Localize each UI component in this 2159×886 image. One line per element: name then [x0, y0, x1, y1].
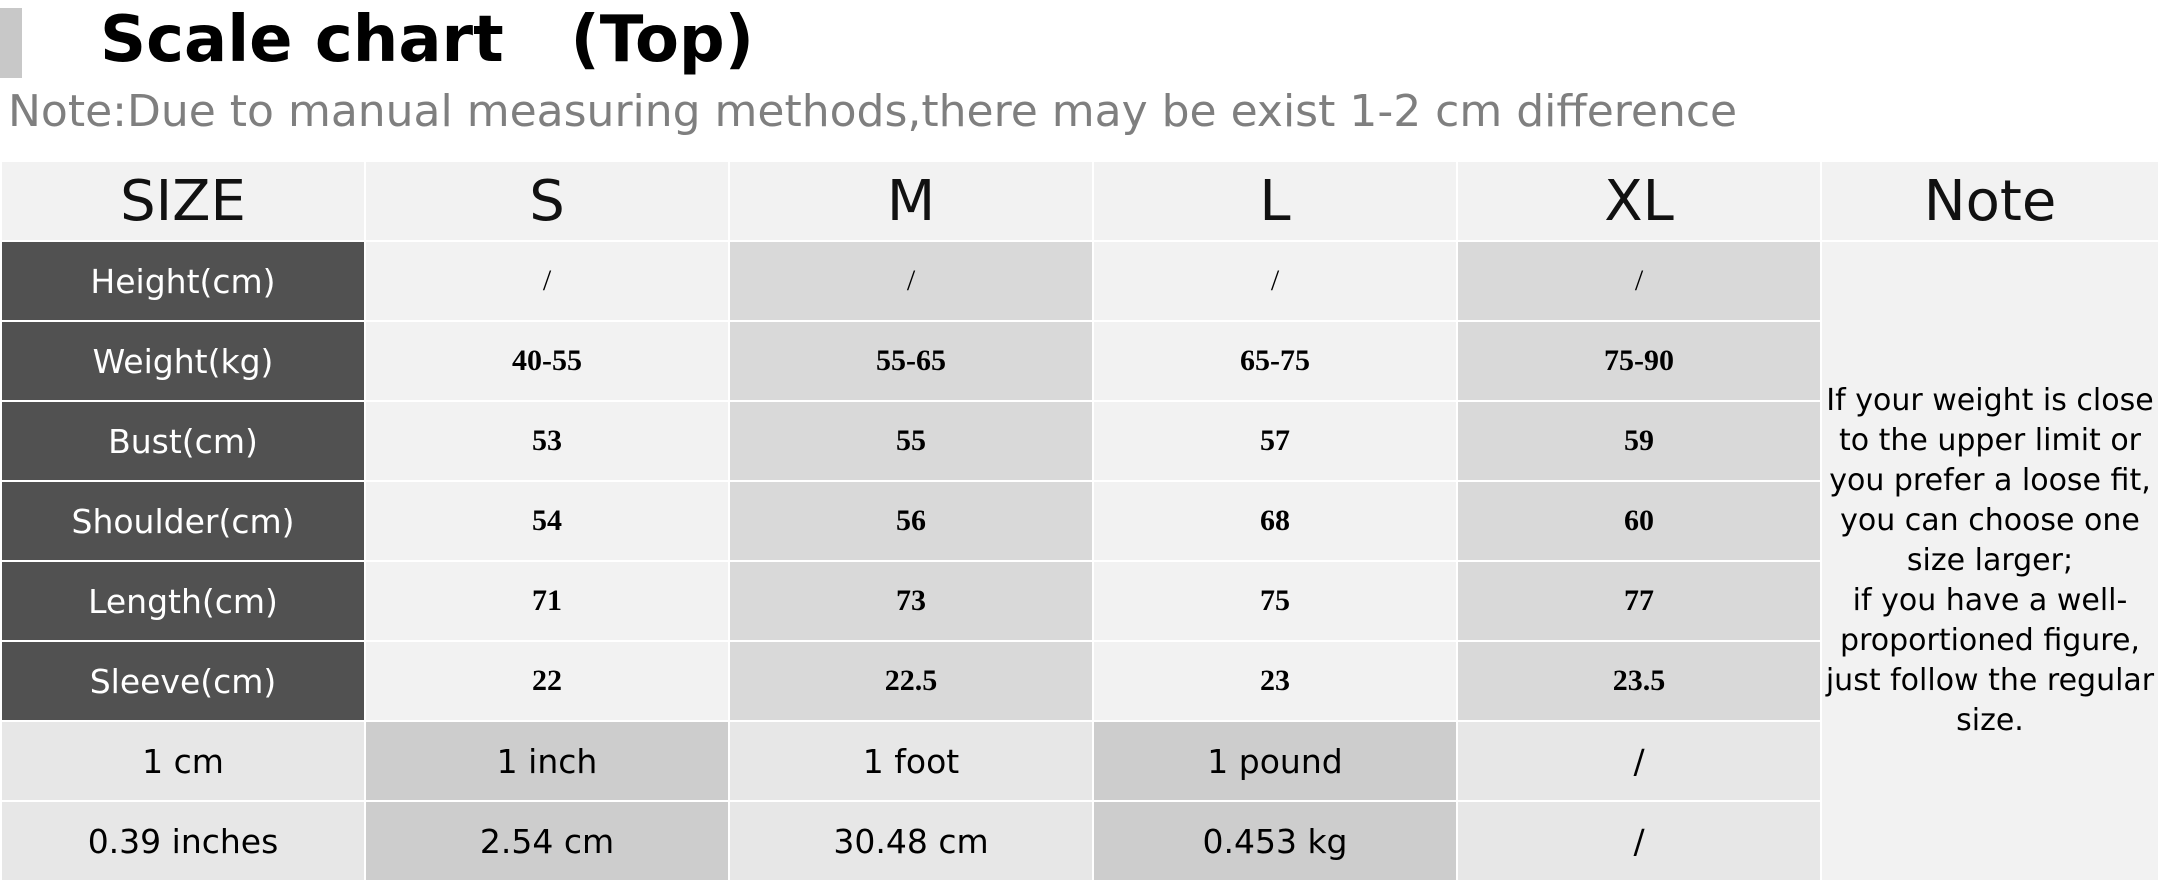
size-chart-table: SIZE S M L XL Note Height(cm) / / / / If…	[0, 160, 2159, 882]
cell-weight-xl: 75-90	[1456, 320, 1822, 402]
table-row: Weight(kg) 40-55 55-65 65-75 75-90	[0, 320, 2159, 402]
conversion-row-units: 1 cm 1 inch 1 foot 1 pound /	[0, 720, 2159, 802]
conv-cell: 30.48 cm	[728, 800, 1094, 882]
cell-sleeve-xl: 23.5	[1456, 640, 1822, 722]
cell-height-m: /	[728, 240, 1094, 322]
conv-cell: 0.39 inches	[0, 800, 366, 882]
conv-cell: 1 inch	[364, 720, 730, 802]
cell-bust-xl: 59	[1456, 400, 1822, 482]
cell-shoulder-m: 56	[728, 480, 1094, 562]
cell-length-s: 71	[364, 560, 730, 642]
cell-weight-l: 65-75	[1092, 320, 1458, 402]
cell-bust-m: 55	[728, 400, 1094, 482]
note-line: size larger;	[1906, 543, 2074, 578]
row-label-shoulder: Shoulder(cm)	[0, 480, 366, 562]
cell-weight-s: 40-55	[364, 320, 730, 402]
title-accent-bar	[0, 8, 22, 78]
cell-length-m: 73	[728, 560, 1094, 642]
row-label-weight: Weight(kg)	[0, 320, 366, 402]
cell-sleeve-m: 22.5	[728, 640, 1094, 722]
note-line: size.	[1956, 703, 2024, 738]
cell-sleeve-s: 22	[364, 640, 730, 722]
measurement-note: Note:Due to manual measuring methods,the…	[8, 86, 1738, 137]
note-line: just follow the regular	[1825, 663, 2155, 698]
note-cell: If your weight is close to the upper lim…	[1820, 240, 2159, 882]
conv-cell: 1 foot	[728, 720, 1094, 802]
note-line: proportioned figure,	[1840, 623, 2140, 658]
table-row: Bust(cm) 53 55 57 59	[0, 400, 2159, 482]
note-line: if you have a well-	[1852, 583, 2128, 618]
cell-height-s: /	[364, 240, 730, 322]
row-label-bust: Bust(cm)	[0, 400, 366, 482]
cell-length-xl: 77	[1456, 560, 1822, 642]
conv-cell: 0.453 kg	[1092, 800, 1458, 882]
cell-shoulder-l: 68	[1092, 480, 1458, 562]
header-xl: XL	[1456, 160, 1822, 242]
header-m: M	[728, 160, 1094, 242]
cell-bust-s: 53	[364, 400, 730, 482]
table-row: Length(cm) 71 73 75 77	[0, 560, 2159, 642]
table-header-row: SIZE S M L XL Note	[0, 160, 2159, 242]
table-row: Shoulder(cm) 54 56 68 60	[0, 480, 2159, 562]
cell-length-l: 75	[1092, 560, 1458, 642]
cell-weight-m: 55-65	[728, 320, 1094, 402]
cell-shoulder-s: 54	[364, 480, 730, 562]
conv-cell: 2.54 cm	[364, 800, 730, 882]
cell-height-l: /	[1092, 240, 1458, 322]
cell-sleeve-l: 23	[1092, 640, 1458, 722]
table-row: Height(cm) / / / / If your weight is clo…	[0, 240, 2159, 882]
header-size: SIZE	[0, 160, 366, 242]
page-title: Scale chart (Top)	[100, 3, 754, 77]
row-label-sleeve: Sleeve(cm)	[0, 640, 366, 722]
table-row: Sleeve(cm) 22 22.5 23 23.5	[0, 640, 2159, 722]
note-line: you can choose one	[1840, 503, 2140, 538]
conv-cell: 1 cm	[0, 720, 366, 802]
header-s: S	[364, 160, 730, 242]
row-label-length: Length(cm)	[0, 560, 366, 642]
cell-bust-l: 57	[1092, 400, 1458, 482]
cell-shoulder-xl: 60	[1456, 480, 1822, 562]
row-label-height: Height(cm)	[0, 240, 366, 322]
header-note: Note	[1820, 160, 2159, 242]
note-line: If your weight is close	[1826, 383, 2154, 418]
conversion-row-values: 0.39 inches 2.54 cm 30.48 cm 0.453 kg /	[0, 800, 2159, 882]
conv-cell: /	[1456, 720, 1822, 802]
cell-height-xl: /	[1456, 240, 1822, 322]
conv-cell: 1 pound	[1092, 720, 1458, 802]
note-line: you prefer a loose fit,	[1829, 463, 2151, 498]
header-l: L	[1092, 160, 1458, 242]
conv-cell: /	[1456, 800, 1822, 882]
note-line: to the upper limit or	[1838, 423, 2142, 458]
